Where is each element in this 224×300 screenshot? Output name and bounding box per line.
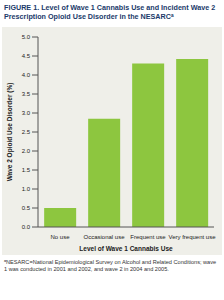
svg-text:3.0: 3.0 bbox=[22, 110, 31, 116]
svg-text:Level of Wave 1 Cannabis Use: Level of Wave 1 Cannabis Use bbox=[79, 245, 173, 252]
svg-text:No use: No use bbox=[50, 234, 70, 240]
html-text:FIGURE 1. Level of Wave 1 Cann: FIGURE 1. Level of Wave 1 Cannabis Use a… bbox=[4, 3, 216, 21]
html-text:ᵃNESARC=National Epidemiologic: ᵃNESARC=National Epidemiological Survey … bbox=[4, 259, 217, 272]
svg-text:5.0: 5.0 bbox=[22, 34, 31, 40]
svg-text:1.5: 1.5 bbox=[22, 167, 31, 173]
svg-text:Wave 2 Opioid Use Disorder (%): Wave 2 Opioid Use Disorder (%) bbox=[8, 83, 14, 182]
svg-text:4.0: 4.0 bbox=[22, 72, 31, 78]
svg-text:0.0: 0.0 bbox=[22, 224, 31, 230]
svg-text:3.5: 3.5 bbox=[22, 91, 31, 97]
svg-text:2.5: 2.5 bbox=[22, 129, 31, 135]
svg-text:1.0: 1.0 bbox=[22, 186, 31, 192]
svg-text:Very frequent use: Very frequent use bbox=[168, 234, 216, 240]
svg-text:4.5: 4.5 bbox=[22, 53, 31, 59]
svg-text:Frequent use: Frequent use bbox=[130, 234, 166, 240]
svg-text:0.5: 0.5 bbox=[22, 205, 31, 211]
svg-text:Occasional use: Occasional use bbox=[83, 234, 125, 240]
svg-text:2.0: 2.0 bbox=[22, 148, 31, 154]
